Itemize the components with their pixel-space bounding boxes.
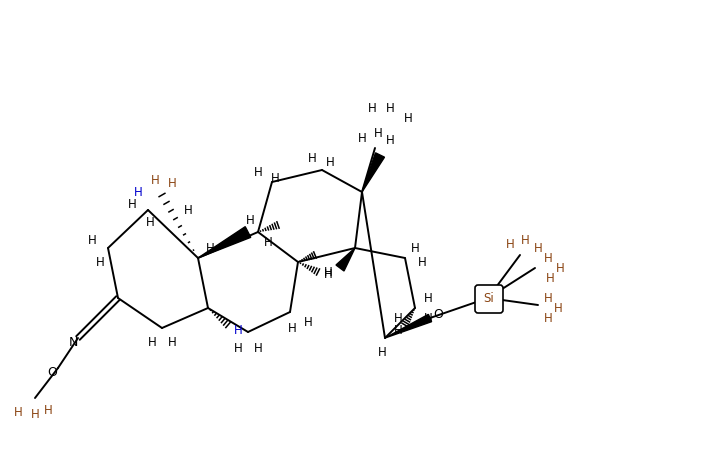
Text: H: H [168,177,176,189]
Text: H: H [307,151,316,164]
Text: H: H [394,312,402,324]
Text: H: H [44,404,53,416]
Text: H: H [410,242,419,254]
Text: H: H [287,321,297,335]
Text: H: H [246,213,254,227]
Text: H: H [394,323,402,337]
Text: H: H [127,197,136,211]
Polygon shape [336,248,355,271]
Text: H: H [544,312,552,324]
Text: H: H [206,242,215,254]
Text: H: H [233,323,243,337]
Text: H: H [374,126,382,140]
Text: H: H [253,342,262,354]
Polygon shape [198,227,251,258]
Text: H: H [404,111,413,125]
Text: H: H [271,172,279,185]
Text: H: H [505,237,514,251]
Text: H: H [88,234,96,246]
Text: H: H [145,216,154,228]
Text: H: H [134,186,143,198]
Text: Si: Si [484,292,495,306]
Text: H: H [554,301,562,314]
Text: H: H [168,336,176,348]
Text: H: H [233,342,243,354]
Text: H: H [323,268,333,282]
Text: N: N [68,336,78,348]
Text: H: H [544,291,552,305]
Text: H: H [31,408,40,422]
Text: H: H [358,132,366,144]
FancyBboxPatch shape [475,285,503,313]
Text: H: H [184,204,192,217]
Text: H: H [534,242,542,254]
Text: H: H [325,156,334,169]
Text: H: H [418,256,426,268]
Polygon shape [362,153,384,192]
Text: H: H [546,272,554,284]
Text: H: H [386,133,395,147]
Text: H: H [323,266,333,279]
Text: O: O [47,366,57,378]
Text: H: H [386,102,395,115]
Text: H: H [148,336,156,348]
Text: H: H [544,251,552,265]
Text: H: H [264,235,272,249]
Text: H: H [423,312,433,324]
Polygon shape [385,314,431,338]
Text: H: H [253,165,262,179]
Text: H: H [96,256,104,268]
Text: H: H [368,102,377,115]
Text: H: H [521,234,529,246]
Text: H: H [304,315,312,329]
Text: H: H [14,406,22,418]
Text: H: H [377,345,387,359]
Text: H: H [150,173,159,187]
Text: O: O [433,308,443,321]
Text: H: H [556,261,564,274]
Text: H: H [423,291,433,305]
